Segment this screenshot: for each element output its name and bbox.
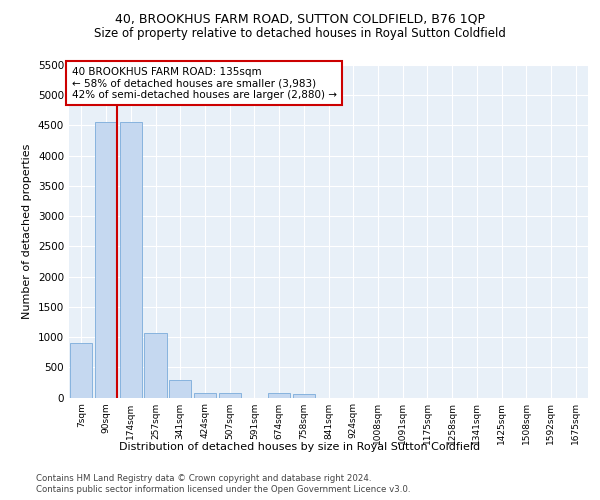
- Bar: [145, 334, 167, 398]
- Bar: [169, 380, 191, 398]
- Text: Size of property relative to detached houses in Royal Sutton Coldfield: Size of property relative to detached ho…: [94, 28, 506, 40]
- Text: 40 BROOKHUS FARM ROAD: 135sqm
← 58% of detached houses are smaller (3,983)
42% o: 40 BROOKHUS FARM ROAD: 135sqm ← 58% of d…: [71, 66, 337, 100]
- Text: Contains HM Land Registry data © Crown copyright and database right 2024.: Contains HM Land Registry data © Crown c…: [36, 474, 371, 483]
- Bar: [95, 122, 117, 398]
- Bar: [194, 392, 216, 398]
- Bar: [218, 394, 241, 398]
- Text: Distribution of detached houses by size in Royal Sutton Coldfield: Distribution of detached houses by size …: [119, 442, 481, 452]
- Bar: [70, 343, 92, 398]
- Bar: [268, 394, 290, 398]
- Bar: [119, 122, 142, 398]
- Bar: [293, 394, 315, 398]
- Text: Contains public sector information licensed under the Open Government Licence v3: Contains public sector information licen…: [36, 485, 410, 494]
- Text: 40, BROOKHUS FARM ROAD, SUTTON COLDFIELD, B76 1QP: 40, BROOKHUS FARM ROAD, SUTTON COLDFIELD…: [115, 12, 485, 26]
- Y-axis label: Number of detached properties: Number of detached properties: [22, 144, 32, 319]
